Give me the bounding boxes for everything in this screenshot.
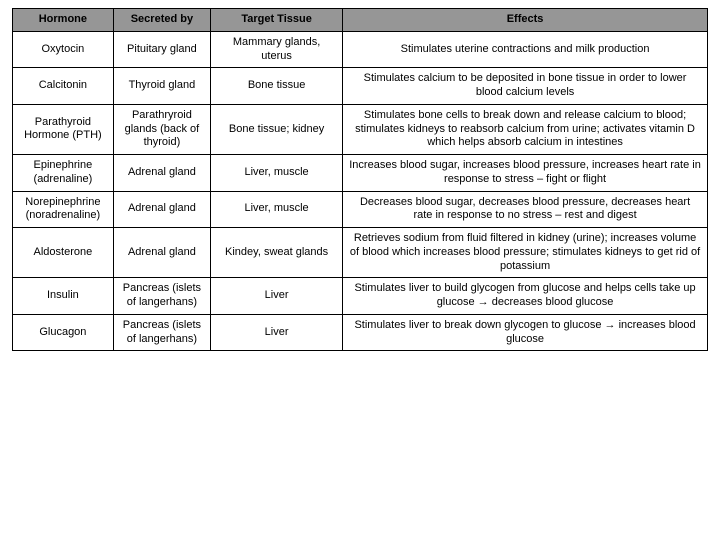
table-cell: Stimulates calcium to be deposited in bo…: [343, 68, 708, 105]
table-cell: Bone tissue; kidney: [211, 104, 343, 154]
table-cell: Mammary glands, uterus: [211, 31, 343, 68]
table-cell: Increases blood sugar, increases blood p…: [343, 155, 708, 192]
table-body: OxytocinPituitary glandMammary glands, u…: [13, 31, 708, 351]
table-cell: Liver, muscle: [211, 155, 343, 192]
table-cell: Aldosterone: [13, 228, 114, 278]
table-cell: Norepinephrine (noradrenaline): [13, 191, 114, 228]
col-secreted-by: Secreted by: [113, 9, 210, 32]
table-row: GlucagonPancreas (islets of langerhans)L…: [13, 314, 708, 351]
table-cell: Parathryroid glands (back of thyroid): [113, 104, 210, 154]
table-cell: Stimulates liver to build glycogen from …: [343, 278, 708, 315]
table-cell: Pancreas (islets of langerhans): [113, 278, 210, 315]
table-cell: Decreases blood sugar, decreases blood p…: [343, 191, 708, 228]
table-cell: Liver: [211, 278, 343, 315]
table-header: Hormone Secreted by Target Tissue Effect…: [13, 9, 708, 32]
hormone-table: Hormone Secreted by Target Tissue Effect…: [12, 8, 708, 351]
table-row: CalcitoninThyroid glandBone tissueStimul…: [13, 68, 708, 105]
table-cell: Epinephrine (adrenaline): [13, 155, 114, 192]
table-cell: Adrenal gland: [113, 191, 210, 228]
table-row: Norepinephrine (noradrenaline)Adrenal gl…: [13, 191, 708, 228]
table-cell: Pancreas (islets of langerhans): [113, 314, 210, 351]
table-cell: Adrenal gland: [113, 155, 210, 192]
table-cell: Stimulates bone cells to break down and …: [343, 104, 708, 154]
table-row: Epinephrine (adrenaline)Adrenal glandLiv…: [13, 155, 708, 192]
table-cell: Liver, muscle: [211, 191, 343, 228]
table-cell: Stimulates liver to break down glycogen …: [343, 314, 708, 351]
table-cell: Insulin: [13, 278, 114, 315]
table-cell: Adrenal gland: [113, 228, 210, 278]
table-row: Parathyroid Hormone (PTH)Parathryroid gl…: [13, 104, 708, 154]
table-cell: Retrieves sodium from fluid filtered in …: [343, 228, 708, 278]
table-cell: Parathyroid Hormone (PTH): [13, 104, 114, 154]
table-cell: Liver: [211, 314, 343, 351]
table-cell: Calcitonin: [13, 68, 114, 105]
table-cell: Pituitary gland: [113, 31, 210, 68]
table-cell: Bone tissue: [211, 68, 343, 105]
table-cell: Kindey, sweat glands: [211, 228, 343, 278]
table-cell: Oxytocin: [13, 31, 114, 68]
table-row: OxytocinPituitary glandMammary glands, u…: [13, 31, 708, 68]
table-cell: Glucagon: [13, 314, 114, 351]
header-row: Hormone Secreted by Target Tissue Effect…: [13, 9, 708, 32]
col-target-tissue: Target Tissue: [211, 9, 343, 32]
table-cell: Stimulates uterine contractions and milk…: [343, 31, 708, 68]
col-hormone: Hormone: [13, 9, 114, 32]
table-row: InsulinPancreas (islets of langerhans)Li…: [13, 278, 708, 315]
table-row: AldosteroneAdrenal glandKindey, sweat gl…: [13, 228, 708, 278]
col-effects: Effects: [343, 9, 708, 32]
table-cell: Thyroid gland: [113, 68, 210, 105]
